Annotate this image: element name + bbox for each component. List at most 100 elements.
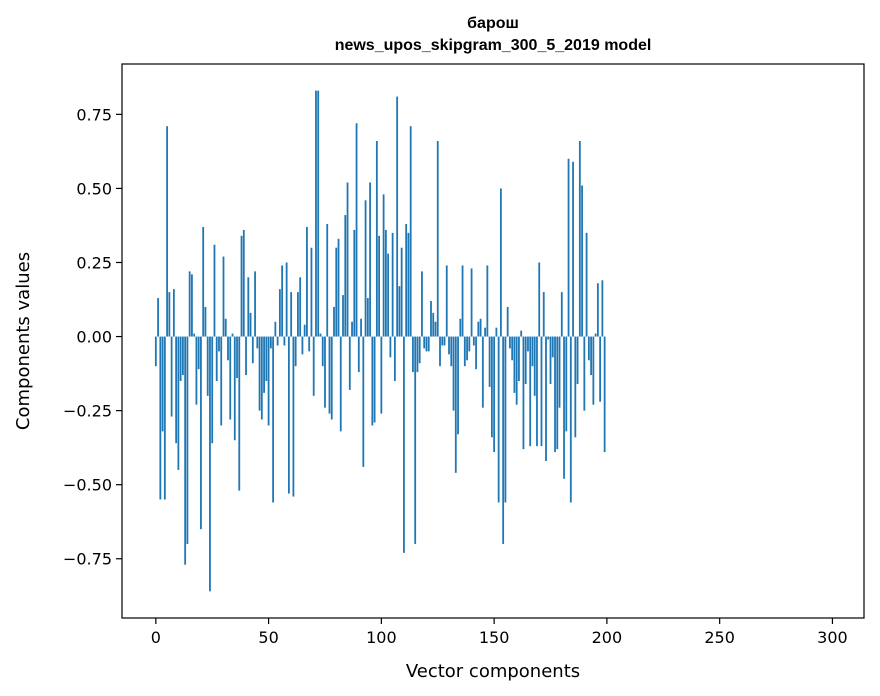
bar [421, 271, 423, 337]
bar [387, 253, 390, 337]
bar [202, 226, 205, 337]
bar [504, 336, 507, 503]
bar [204, 306, 207, 337]
bar [556, 336, 559, 450]
bar [177, 336, 180, 470]
bar [527, 336, 529, 352]
bar [531, 336, 534, 367]
bar [195, 336, 198, 405]
bar [317, 90, 320, 337]
bar [191, 274, 193, 337]
bar [272, 336, 274, 503]
bar [231, 333, 234, 337]
bar [569, 336, 572, 503]
bar [603, 336, 606, 453]
bar [213, 244, 216, 337]
bar [245, 336, 247, 376]
bar [587, 336, 590, 361]
bar [285, 262, 288, 337]
bar [215, 336, 218, 381]
bar [360, 318, 362, 337]
bar [560, 292, 563, 337]
bar [479, 318, 482, 337]
bar [258, 336, 261, 411]
bar [583, 336, 586, 411]
bar [389, 336, 392, 358]
bar [222, 256, 225, 337]
bar [414, 336, 417, 544]
bar [466, 336, 468, 361]
bar [563, 336, 565, 479]
bar [294, 336, 297, 367]
bar [439, 336, 441, 367]
bar [269, 336, 272, 349]
bar [403, 336, 405, 553]
bar [251, 336, 254, 364]
bar [432, 312, 435, 337]
bar [522, 336, 525, 450]
bar [380, 336, 383, 414]
bar [382, 194, 385, 337]
x-axis-label: Vector components [406, 661, 580, 682]
bar [551, 336, 554, 358]
bar [506, 306, 509, 337]
bar [256, 336, 259, 349]
bar [344, 215, 347, 337]
bar [168, 292, 171, 337]
bar [355, 123, 358, 337]
bar [339, 336, 342, 432]
bar [240, 235, 243, 337]
chart-title-line-1: барош [467, 15, 519, 32]
y-axis-ticks: −0.75 −0.50 −0.25 0.00 0.25 0.50 0.75 [63, 105, 122, 569]
bar [513, 336, 516, 393]
bar [206, 336, 209, 396]
bar-series [154, 90, 606, 592]
bar [481, 336, 484, 408]
bar [529, 336, 532, 447]
bar [249, 312, 252, 337]
bar [283, 336, 286, 346]
bar [364, 200, 367, 337]
bar [306, 226, 308, 337]
bar [581, 185, 583, 337]
bar [337, 238, 340, 337]
bar [186, 336, 189, 544]
bar [378, 235, 380, 337]
bar [188, 271, 191, 337]
bar [333, 306, 335, 337]
bar [407, 232, 410, 337]
bar [578, 141, 581, 337]
bar [278, 289, 281, 337]
chart-title-line-2: news_upos_skipgram_300_5_2019 model [335, 37, 652, 54]
bar [477, 321, 480, 337]
bar [409, 126, 412, 337]
bar [594, 333, 597, 337]
bar [166, 126, 168, 337]
bar [181, 336, 184, 376]
bar [540, 336, 543, 447]
bar [276, 336, 279, 346]
bar [260, 336, 263, 420]
bar [362, 336, 365, 467]
bar [475, 336, 477, 370]
bar [351, 321, 353, 337]
bar [499, 188, 502, 337]
bar [161, 336, 164, 432]
bar [247, 277, 250, 337]
bar [342, 295, 344, 337]
x-tick-label: 300 [817, 628, 848, 647]
bar [490, 336, 493, 438]
bar [391, 232, 394, 337]
bar [574, 336, 577, 438]
bar [369, 182, 371, 337]
plot-frame [121, 63, 865, 619]
bar [373, 336, 376, 423]
bar [330, 336, 333, 420]
bar [312, 336, 315, 396]
bar [463, 336, 466, 367]
bar [533, 336, 536, 396]
bar [346, 182, 349, 337]
bar [299, 277, 302, 337]
y-tick-label: 0.00 [76, 328, 112, 347]
